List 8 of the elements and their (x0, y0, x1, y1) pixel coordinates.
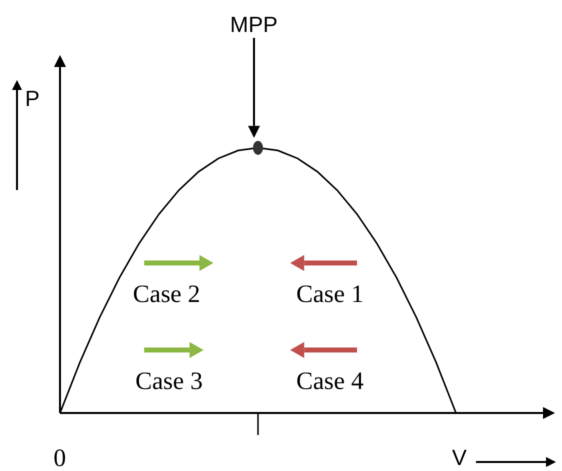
annotation: Case 4 (296, 368, 364, 395)
x-axis-title: V (452, 445, 467, 470)
y-axis-title: P (25, 86, 40, 111)
text: MPP (230, 12, 278, 37)
annotation: Case 3 (135, 368, 203, 395)
text: 0 (54, 445, 66, 471)
annotation: Case 2 (132, 281, 200, 308)
annotation: Case 1 (296, 281, 364, 308)
